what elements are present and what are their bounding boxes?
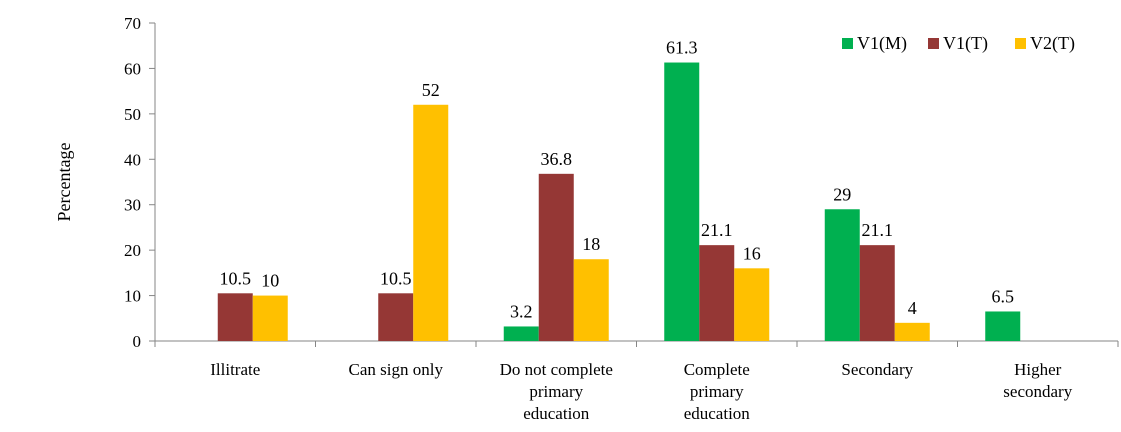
bar-v1t-1 bbox=[378, 293, 414, 341]
category-label: Illitrate bbox=[210, 360, 260, 379]
y-tick-label: 30 bbox=[124, 196, 141, 215]
y-tick-label: 50 bbox=[124, 105, 141, 124]
y-tick-label: 20 bbox=[124, 241, 141, 260]
y-tick-label: 10 bbox=[124, 287, 141, 306]
bar-v1t-2 bbox=[538, 173, 574, 341]
y-tick-label: 40 bbox=[124, 150, 141, 169]
legend-swatch bbox=[1015, 38, 1026, 49]
legend-swatch bbox=[928, 38, 939, 49]
bar-v2t-3 bbox=[734, 268, 770, 341]
bar-v1t-4 bbox=[859, 245, 895, 341]
data-label: 3.2 bbox=[510, 301, 533, 321]
legend: V1(M) V1(T) V2(T) bbox=[842, 33, 1075, 54]
y-axis-label: Percentage bbox=[54, 143, 74, 222]
data-label: 18 bbox=[582, 234, 600, 254]
category-label: Higher secondary bbox=[1003, 360, 1072, 401]
data-label: 61.3 bbox=[666, 38, 698, 58]
bar-v2t-1 bbox=[413, 104, 449, 342]
y-tick-label: 0 bbox=[133, 332, 142, 351]
bar-v2t-2 bbox=[573, 259, 609, 341]
bar-v1m-5 bbox=[985, 311, 1021, 341]
axes: 0 10 20 30 40 50 60 70 bbox=[124, 14, 1119, 351]
data-label: 10 bbox=[261, 271, 279, 291]
data-label: 21.1 bbox=[701, 220, 733, 240]
bar-v2t-0 bbox=[252, 295, 288, 341]
y-tick-label: 70 bbox=[124, 14, 141, 33]
category-label: Do not complete primary education bbox=[500, 360, 613, 423]
bar-v1t-3 bbox=[699, 245, 735, 341]
category-label: Complete primary education bbox=[684, 360, 751, 423]
category-label: Can sign only bbox=[349, 360, 444, 379]
legend-label: V1(T) bbox=[943, 33, 988, 54]
y-tick-label: 60 bbox=[124, 59, 141, 78]
data-label: 10.5 bbox=[380, 268, 412, 288]
data-label: 16 bbox=[743, 243, 761, 263]
data-label: 10.5 bbox=[220, 268, 252, 288]
data-label: 36.8 bbox=[541, 149, 573, 169]
legend-label: V1(M) bbox=[857, 33, 907, 54]
data-label: 6.5 bbox=[992, 286, 1015, 306]
bar-v1t-0 bbox=[217, 293, 253, 341]
data-label: 21.1 bbox=[862, 220, 894, 240]
category-labels: Illitrate Can sign only Do not complete pri… bbox=[210, 360, 1072, 423]
data-label: 29 bbox=[833, 184, 851, 204]
data-label: 4 bbox=[908, 298, 917, 318]
bar-v1m-2 bbox=[503, 326, 539, 341]
category-label: Secondary bbox=[841, 360, 913, 379]
bar-v1m-3 bbox=[664, 62, 700, 341]
data-labels: 10.5 10 10.5 52 3.2 36.8 18 61.3 21.1 16 29 21.1 4 6.… bbox=[220, 38, 1015, 322]
legend-label: V2(T) bbox=[1030, 33, 1075, 54]
bar-v1m-4 bbox=[824, 209, 860, 341]
bar-v2t-4 bbox=[894, 322, 930, 341]
bars bbox=[217, 62, 1021, 342]
legend-swatch bbox=[842, 38, 853, 49]
data-label: 52 bbox=[422, 80, 440, 100]
